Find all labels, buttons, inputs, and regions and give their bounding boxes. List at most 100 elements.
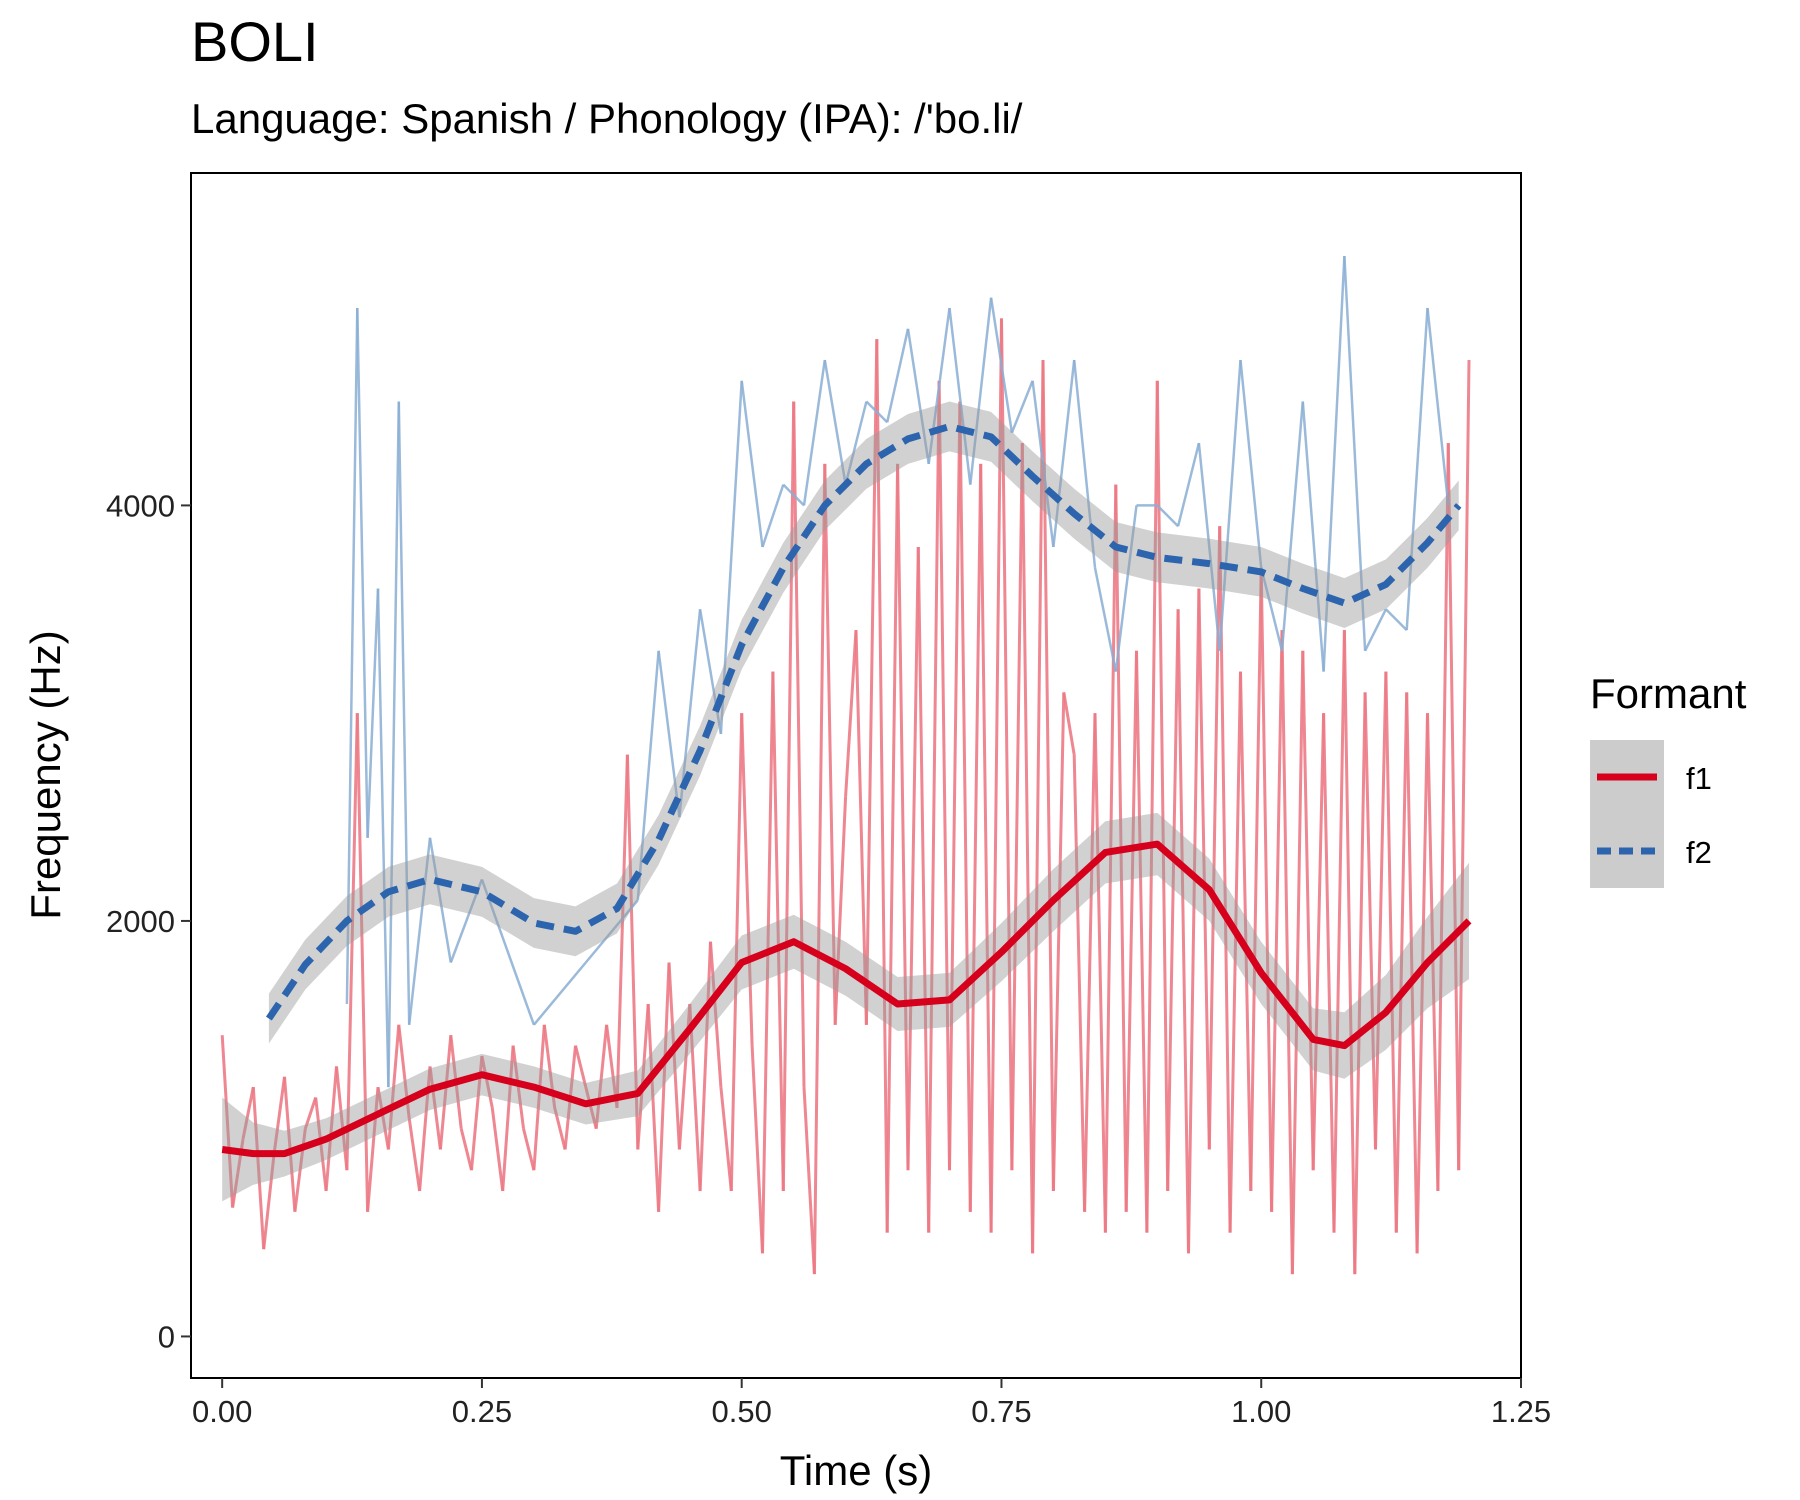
raw-f2-segment: [1280, 401, 1305, 651]
raw-f1-segment: [1051, 692, 1066, 1192]
raw-f1-segment: [574, 1045, 588, 1088]
raw-f2-segment: [1405, 307, 1429, 631]
raw-f2-segment: [719, 380, 743, 734]
raw-f1-segment: [729, 713, 744, 1192]
raw-f1-segment: [584, 1086, 598, 1130]
raw-f1-segment: [823, 463, 837, 1025]
raw-f1-segment: [1342, 630, 1357, 1275]
raw-f2-segment: [885, 328, 910, 423]
raw-f1-segment: [438, 1035, 453, 1150]
raw-f1-segment: [1228, 671, 1242, 1233]
raw-f1-segment: [594, 1024, 609, 1129]
raw-f1-segment: [688, 1003, 702, 1192]
raw-f2-segment: [1363, 608, 1388, 652]
x-tick-label: 0.50: [712, 1394, 772, 1429]
raw-f1-segment: [1446, 443, 1461, 1171]
raw-f2-segment: [387, 401, 401, 1088]
raw-f1-segment: [1072, 754, 1087, 1212]
raw-f1-segment: [345, 713, 359, 1171]
raw-f1-segment: [605, 1024, 619, 1109]
raw-f2-segment: [906, 328, 930, 465]
raw-f1-segment: [553, 1107, 567, 1150]
raw-f2-segment: [698, 609, 723, 735]
raw-f1-segment: [989, 318, 1003, 1233]
legend-label-f1: f1: [1686, 761, 1712, 796]
raw-f1-segment: [1426, 713, 1440, 1192]
raw-f1-segment: [241, 1086, 255, 1140]
raw-f1-segment: [1041, 359, 1055, 1192]
raw-f1-segment: [812, 463, 827, 1275]
raw-f1-segment: [1457, 359, 1471, 1171]
raw-f1-segment: [303, 1097, 318, 1130]
raw-f1-segment: [1280, 630, 1294, 1275]
raw-f1-segment: [272, 1076, 286, 1154]
raw-f1-segment: [968, 463, 983, 1212]
raw-f1-segment: [781, 401, 796, 1192]
raw-f1-segment: [844, 630, 858, 797]
raw-f1-segment: [511, 1045, 525, 1129]
confidence-band-f2: [268, 401, 1459, 1044]
raw-f2-segment: [865, 400, 889, 424]
raw-f1-segment: [251, 1087, 266, 1250]
raw-f1-segment: [761, 671, 775, 1254]
raw-f2-segment: [376, 588, 390, 1088]
y-axis-title: Frequency (Hz): [22, 630, 69, 919]
raw-f2-segment: [428, 837, 453, 963]
raw-f2-segment: [1093, 567, 1118, 672]
raw-f1-segment: [1394, 692, 1409, 1233]
raw-f1-segment: [698, 941, 712, 1192]
plot-panel-border: [190, 172, 1522, 1379]
raw-f1-segment: [1000, 318, 1014, 1171]
raw-f2-segment: [1176, 442, 1201, 527]
smooth-lines: [221, 423, 1472, 1158]
raw-f1-segment: [1311, 713, 1326, 1171]
chart-title: BOLI: [191, 10, 319, 73]
raw-f1-segment: [1239, 671, 1253, 1192]
raw-f1-segment: [1135, 650, 1149, 1233]
raw-f1-segment: [885, 463, 900, 1233]
raw-f1-segment: [792, 401, 806, 1088]
y-tick-label: 4000: [106, 488, 175, 523]
legend-label-f2: f2: [1686, 835, 1712, 870]
raw-f2-segment: [1322, 256, 1346, 672]
x-tick-label: 1.25: [1491, 1394, 1551, 1429]
raw-f2-segment: [969, 297, 993, 485]
raw-f2-segment: [802, 359, 827, 506]
raw-f1-segment: [1322, 713, 1336, 1233]
raw-f1-segment: [1187, 588, 1201, 1254]
raw-f1-segment: [906, 546, 920, 1171]
raw-f2-segment: [584, 899, 639, 964]
raw-f1-segment: [1259, 567, 1274, 1212]
legend: Formant f1 f2: [1590, 670, 1747, 888]
raw-f1-segment: [1145, 380, 1159, 1233]
raw-f2-segment: [1426, 307, 1450, 506]
chart-subtitle: Language: Spanish / Phonology (IPA): /'b…: [191, 95, 1023, 142]
raw-f2-segment: [1197, 442, 1221, 651]
raw-f1-segment: [615, 754, 629, 1108]
raw-f1-segment: [979, 463, 993, 1233]
raw-f1-segment: [1166, 609, 1180, 1192]
raw-f1-traces: [220, 318, 1471, 1275]
confidence-band-f1: [222, 812, 1470, 1202]
raw-f1-segment: [407, 1118, 422, 1192]
x-tick-label: 0.25: [452, 1394, 512, 1429]
raw-f2-segment: [989, 297, 1014, 433]
y-axis: 0 2000 4000: [106, 488, 191, 1354]
raw-f1-segment: [1290, 650, 1305, 1275]
raw-f2-segment: [761, 484, 785, 548]
raw-f1-segment: [1020, 443, 1035, 1254]
raw-f1-segment: [719, 1086, 733, 1192]
x-tick-label: 1.00: [1231, 1394, 1291, 1429]
raw-f1-segment: [667, 962, 681, 1150]
raw-f1-segment: [646, 1003, 661, 1212]
raw-f1-segment: [262, 1153, 276, 1250]
raw-f2-segment: [1114, 505, 1138, 672]
raw-f1-segment: [501, 1045, 515, 1192]
raw-f1-segment: [833, 796, 848, 1025]
raw-f1-segment: [293, 1128, 307, 1212]
raw-f1-segment: [1384, 671, 1398, 1233]
raw-f1-segment: [771, 671, 785, 1192]
raw-f2-segment: [1385, 608, 1408, 631]
confidence-bands: [222, 401, 1470, 1202]
raw-f2-segment: [740, 380, 764, 548]
